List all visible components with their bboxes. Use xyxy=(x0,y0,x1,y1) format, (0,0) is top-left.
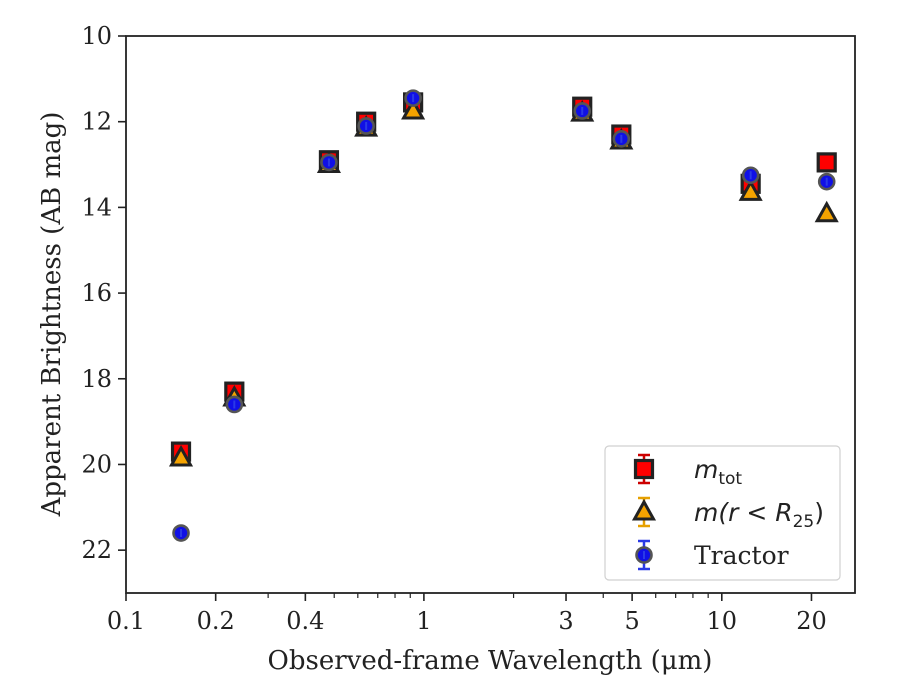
triangle-point xyxy=(814,200,839,223)
legend-box xyxy=(604,445,841,581)
y-axis-label: Apparent Brightness (AB mag) xyxy=(37,112,67,518)
legend-triangle-marker xyxy=(631,498,657,521)
x-tick-label: 3 xyxy=(558,607,573,635)
y-tick-label: 10 xyxy=(81,22,112,50)
series-triangle xyxy=(168,97,839,467)
series-circle xyxy=(172,89,836,542)
x-tick-label: 5 xyxy=(624,607,639,635)
legend-entry: m(r < R25) xyxy=(631,496,824,532)
x-tick-label: 20 xyxy=(796,607,827,635)
triangle-point xyxy=(168,444,194,467)
circle-point xyxy=(172,524,190,542)
legend-circle-marker xyxy=(635,546,653,564)
y-tick-label: 14 xyxy=(81,193,112,221)
data-markers xyxy=(168,89,839,542)
axis-ticks: 0.1 0.2 0.4 1 3 5 10 20 10 12 14 16 18 20 22 xyxy=(81,22,826,635)
triangle-point xyxy=(738,179,763,201)
y-tick-label: 12 xyxy=(81,108,112,136)
x-tick-label: 0.1 xyxy=(107,607,145,635)
circle-point xyxy=(741,166,760,185)
legend-label: mtot xyxy=(694,455,742,489)
y-tick-label: 20 xyxy=(81,450,112,478)
x-tick-label: 1 xyxy=(416,607,431,635)
circle-point xyxy=(357,117,375,135)
x-tick-label: 0.4 xyxy=(286,607,324,635)
legend-label: Tractor xyxy=(694,541,789,570)
square-point xyxy=(816,152,837,173)
circle-point xyxy=(225,395,244,414)
legend-label: m(r < R25) xyxy=(694,498,824,532)
legend-entry: Tractor xyxy=(635,539,789,571)
circle-point xyxy=(612,130,631,148)
x-tick-label: 0.2 xyxy=(197,607,235,635)
y-tick-label: 22 xyxy=(81,536,112,564)
y-tick-label: 16 xyxy=(81,279,112,307)
x-tick-label: 10 xyxy=(707,607,738,635)
x-axis-label: Observed-frame Wavelength (μm) xyxy=(268,646,713,676)
legend: mtot m(r < R25) Tractor xyxy=(604,445,841,581)
legend-entry: mtot xyxy=(633,453,742,489)
circle-point xyxy=(573,102,592,120)
y-tick-label: 18 xyxy=(81,365,112,393)
plot-frame xyxy=(125,35,856,594)
legend-square-marker xyxy=(633,458,655,480)
circle-point xyxy=(404,89,422,107)
circle-point xyxy=(817,172,836,191)
circle-point xyxy=(320,153,338,172)
series-square xyxy=(170,92,837,462)
